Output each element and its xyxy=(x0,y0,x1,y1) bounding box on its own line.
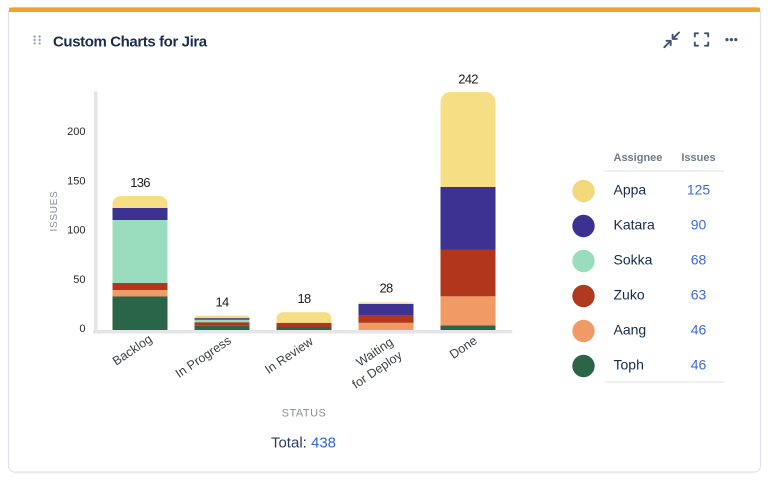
svg-text:200: 200 xyxy=(67,126,85,138)
svg-text:Sokka: Sokka xyxy=(614,252,653,268)
svg-text:28: 28 xyxy=(379,281,393,296)
svg-text:242: 242 xyxy=(458,71,478,86)
svg-text:Issues: Issues xyxy=(681,152,715,164)
svg-text:Total: 438: Total: 438 xyxy=(271,435,336,452)
svg-text:90: 90 xyxy=(691,217,707,233)
svg-text:14: 14 xyxy=(215,294,229,309)
svg-text:150: 150 xyxy=(67,176,85,188)
svg-text:100: 100 xyxy=(67,225,85,237)
svg-text:Zuko: Zuko xyxy=(614,287,645,303)
svg-text:136: 136 xyxy=(130,175,150,190)
svg-text:Katara: Katara xyxy=(614,217,655,233)
svg-text:46: 46 xyxy=(691,322,707,338)
svg-text:125: 125 xyxy=(687,182,711,198)
svg-text:ISSUES: ISSUES xyxy=(49,191,60,232)
svg-text:46: 46 xyxy=(691,357,707,373)
svg-text:STATUS: STATUS xyxy=(282,408,327,420)
svg-text:Custom Charts for Jira: Custom Charts for Jira xyxy=(53,34,208,51)
svg-text:Appa: Appa xyxy=(614,182,647,198)
svg-text:18: 18 xyxy=(297,291,311,306)
svg-text:Aang: Aang xyxy=(614,322,647,338)
svg-text:63: 63 xyxy=(691,287,707,303)
svg-text:Toph: Toph xyxy=(614,357,644,373)
svg-text:50: 50 xyxy=(73,274,85,286)
svg-text:68: 68 xyxy=(691,252,707,268)
svg-text:Assignee: Assignee xyxy=(614,152,663,164)
svg-text:0: 0 xyxy=(79,323,85,335)
